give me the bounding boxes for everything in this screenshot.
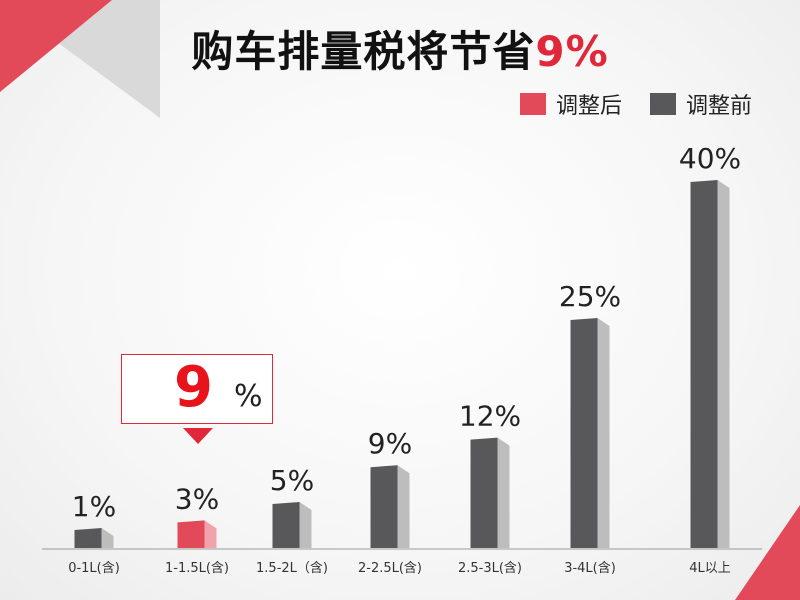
bar-front-1: [177, 520, 205, 548]
data-label-3: 9%: [368, 427, 412, 460]
x-tick-label-6: 4L以上: [689, 561, 731, 576]
bar-3: [370, 465, 410, 548]
top-left-red-shape: [0, 0, 112, 92]
data-label-1: 3%: [175, 482, 219, 515]
bar-side-1: [204, 520, 217, 548]
bar-front-4: [470, 437, 498, 548]
data-label-5: 25%: [559, 280, 621, 313]
bar-side-2: [299, 502, 312, 548]
x-tick-label-4: 2.5-3L(含): [458, 560, 522, 576]
data-label-2: 5%: [270, 464, 314, 497]
page-title: 购车排量税将节省9%: [0, 18, 800, 79]
data-label-0: 1%: [72, 490, 116, 523]
legend-label-after: 调整后: [555, 94, 622, 119]
legend-item-after: 调整后: [519, 88, 622, 120]
bar-1: [177, 520, 217, 548]
bottom-right-red-shape: [735, 505, 800, 600]
callout-value: 9: [174, 355, 213, 420]
x-tick-label-2: 1.5-2L（含): [256, 560, 328, 576]
bar-front-0: [74, 528, 102, 548]
bar-front-6: [690, 180, 718, 548]
callout-unit: %: [234, 379, 263, 414]
callout-pointer-arrow: [183, 428, 213, 444]
legend-item-before: 调整前: [649, 88, 752, 120]
x-tick-label-1: 1-1.5L(含): [165, 560, 229, 576]
bar-2: [272, 502, 312, 548]
bar-side-5: [597, 318, 610, 548]
bar-side-0: [101, 528, 114, 548]
savings-callout: 9 %: [121, 354, 273, 424]
bar-6: [690, 180, 730, 548]
title-main: 购车排量税将节省: [191, 27, 536, 76]
x-tick-label-0: 0-1L(含): [68, 560, 120, 576]
bar-0: [74, 528, 114, 548]
data-label-6: 40%: [679, 142, 741, 175]
bar-5: [570, 318, 610, 548]
bar-front-2: [272, 502, 300, 548]
chart-legend: 调整后 调整前: [492, 88, 752, 120]
bar-4: [470, 437, 510, 548]
bar-side-4: [497, 437, 510, 548]
x-tick-label-5: 3-4L(含): [564, 560, 616, 576]
bar-front-3: [370, 465, 398, 548]
x-tick-label-3: 2-2.5L(含): [358, 560, 422, 576]
bar-side-6: [717, 180, 730, 548]
legend-label-before: 调整前: [685, 94, 752, 119]
data-label-4: 12%: [459, 400, 521, 433]
legend-swatch-after: [519, 93, 546, 115]
bar-front-5: [570, 318, 598, 548]
title-highlight: 9%: [535, 27, 609, 76]
bar-side-3: [397, 465, 410, 548]
legend-swatch-before: [649, 93, 676, 115]
